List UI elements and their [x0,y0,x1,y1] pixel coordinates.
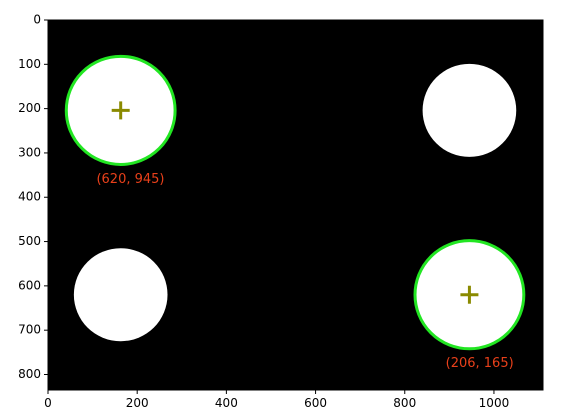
white-circle-3 [73,248,168,342]
x-tick-label-800: 800 [393,396,416,410]
y-tick-label-500: 500 [18,234,41,248]
white-circle-2 [422,63,517,157]
detected-ring-4 [413,239,526,351]
y-tick-label-200: 200 [18,101,41,115]
y-tick-label-600: 600 [18,278,41,292]
x-tick-label-1000: 1000 [479,396,510,410]
x-tick-label-600: 600 [304,396,327,410]
y-tick-label-300: 300 [18,145,41,159]
y-tick-label-700: 700 [18,323,41,337]
y-tick-label-0: 0 [33,13,41,27]
coordinate-label-1: (620, 945) [96,172,164,187]
annotations-layer: (620, 945) (206, 165) [96,172,513,371]
axes-frame [47,19,544,391]
x-tick-label-0: 0 [44,396,52,410]
y-tick-label-800: 800 [18,367,41,381]
x-axis: 0 200 400 600 800 1000 [44,390,509,410]
y-tick-label-100: 100 [18,57,41,71]
coordinate-label-2: (206, 165) [446,356,514,371]
x-tick-label-200: 200 [126,396,149,410]
y-tick-label-400: 400 [18,190,41,204]
x-tick-label-400: 400 [215,396,238,410]
detected-ring-1 [64,54,177,166]
y-axis: 0 100 200 300 400 500 600 700 800 [18,13,48,381]
detections-layer [64,54,526,351]
